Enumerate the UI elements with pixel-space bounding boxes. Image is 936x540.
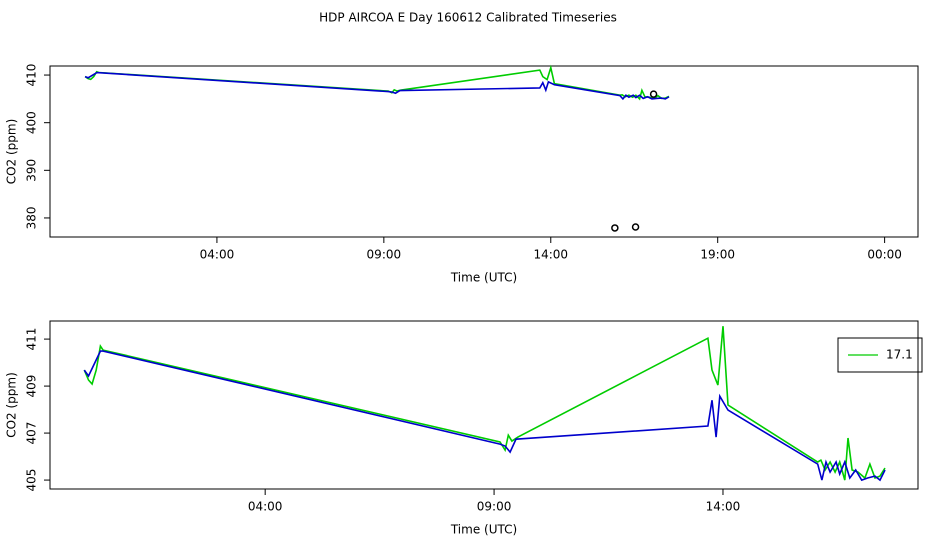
x-axis-label: Time (UTC) (450, 523, 517, 537)
data-point (631, 223, 640, 231)
x-tick-label: 14:00 (533, 248, 568, 262)
y-axis-label: CO2 (ppm) (5, 119, 19, 185)
x-tick-label: 04:00 (248, 500, 283, 514)
data-point (649, 90, 658, 98)
y-tick-label: 409 (25, 375, 39, 398)
x-tick-label: 14:00 (706, 500, 741, 514)
plot-frame (49, 65, 919, 238)
data-point (611, 224, 619, 232)
y-axis-label: CO2 (ppm) (5, 372, 19, 438)
chart-title: HDP AIRCOA E Day 160612 Calibrated Times… (319, 11, 617, 25)
data-line (83, 326, 886, 481)
y-tick-label: 407 (25, 422, 39, 445)
x-tick-label: 00:00 (867, 248, 902, 262)
y-tick-label: 410 (25, 64, 39, 87)
x-tick-label: 09:00 (477, 500, 512, 514)
x-axis-label: Time (UTC) (450, 271, 517, 285)
plot-frame (49, 320, 919, 490)
x-tick-label: 19:00 (700, 248, 735, 262)
y-tick-label: 400 (25, 111, 39, 134)
legend-box (837, 337, 923, 373)
data-line (84, 64, 670, 101)
y-tick-label: 411 (25, 328, 39, 351)
y-tick-label: 405 (25, 469, 39, 492)
y-tick-label: 380 (25, 206, 39, 229)
x-tick-label: 04:00 (200, 248, 235, 262)
legend-label: 17.1 (886, 348, 913, 362)
data-line (83, 350, 886, 482)
data-line (84, 71, 670, 101)
y-tick-label: 390 (25, 159, 39, 182)
x-tick-label: 09:00 (367, 248, 402, 262)
